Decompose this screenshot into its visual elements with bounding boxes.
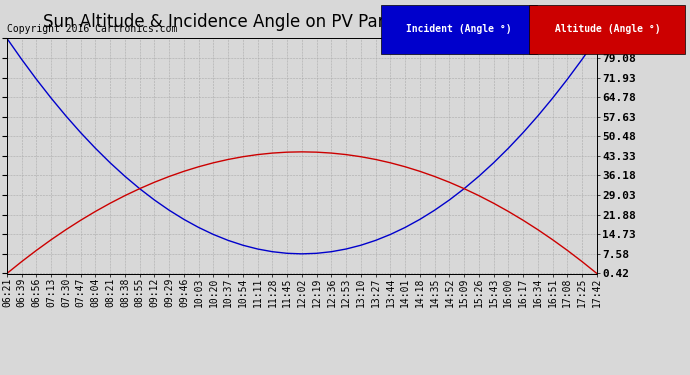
Text: Sun Altitude & Incidence Angle on PV Panels Thu Mar 10 17:46: Sun Altitude & Incidence Angle on PV Pan… — [43, 13, 564, 31]
Text: Incident (Angle °): Incident (Angle °) — [400, 24, 518, 34]
Text: Copyright 2016 Cartronics.com: Copyright 2016 Cartronics.com — [7, 24, 177, 34]
Text: Altitude (Angle °): Altitude (Angle °) — [549, 24, 666, 34]
